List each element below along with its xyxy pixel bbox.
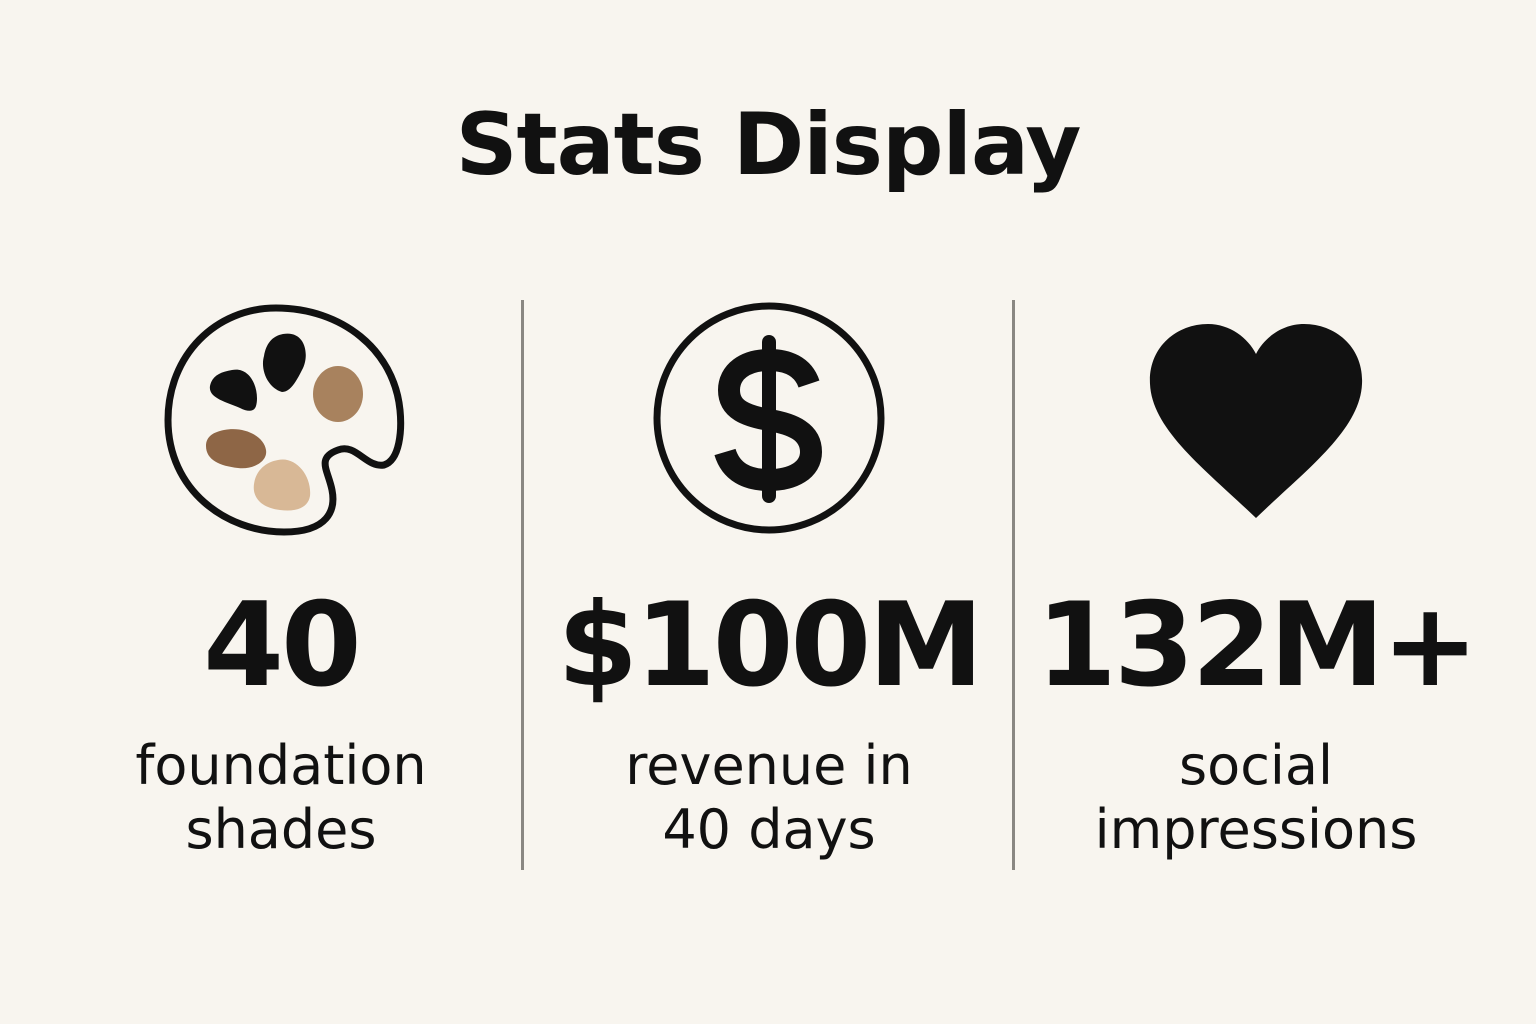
heart-icon — [1016, 300, 1496, 540]
stats-row: 40 foundation shades $100M revenue in 40… — [0, 300, 1536, 870]
stat-label-line: revenue in — [625, 734, 913, 797]
stat-value: $100M — [557, 578, 983, 713]
stat-social-impressions: 132M+ social impressions — [1016, 300, 1496, 870]
palette-icon — [40, 300, 522, 540]
stat-foundation-shades: 40 foundation shades — [40, 300, 522, 870]
stat-value: 132M+ — [1036, 578, 1479, 713]
stat-label: foundation shades — [40, 734, 522, 862]
stat-label: social impressions — [1016, 734, 1496, 862]
page-title: Stats Display — [455, 95, 1082, 195]
stat-label: revenue in 40 days — [524, 734, 1014, 862]
stat-label-line: foundation — [135, 734, 427, 797]
stat-label-line: impressions — [1094, 798, 1418, 861]
dollar-circle-icon — [524, 300, 1014, 540]
stat-label-line: social — [1179, 734, 1333, 797]
column-divider — [1012, 300, 1015, 870]
stat-label-line: shades — [185, 798, 377, 861]
column-divider — [521, 300, 524, 870]
stat-revenue: $100M revenue in 40 days — [524, 300, 1014, 870]
stat-label-line: 40 days — [662, 798, 876, 861]
stat-value: 40 — [203, 578, 361, 713]
